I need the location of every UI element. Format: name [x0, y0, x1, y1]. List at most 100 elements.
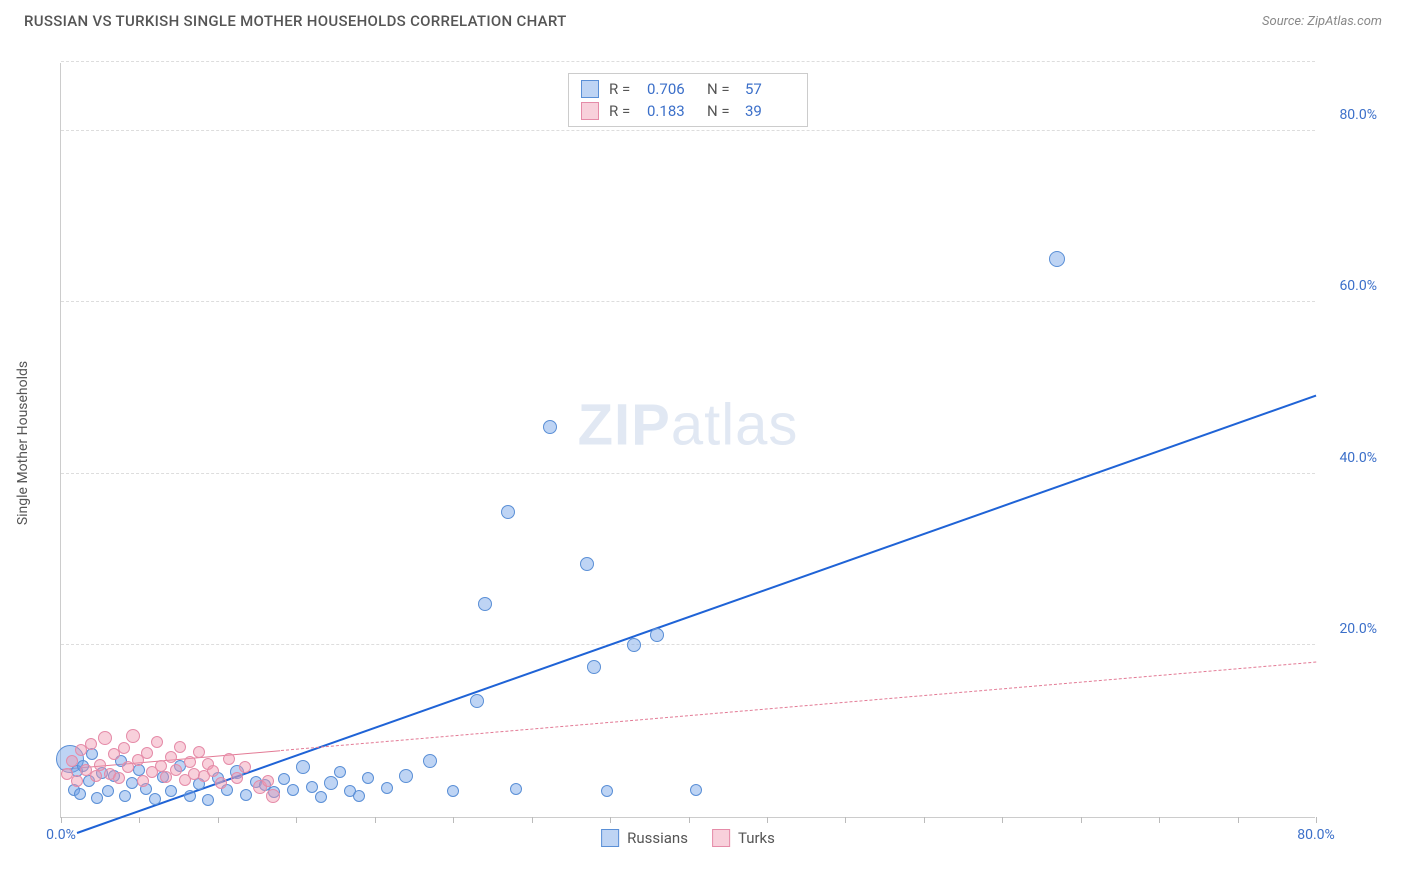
data-point-russians: [287, 784, 299, 796]
data-point-turks: [137, 775, 149, 787]
watermark-zip: ZIP: [578, 392, 671, 457]
data-point-turks: [98, 731, 112, 745]
x-tick: [1002, 817, 1003, 823]
stat-r-label: R =: [609, 102, 637, 120]
x-tick: [1159, 817, 1160, 823]
data-point-russians: [690, 784, 702, 796]
data-point-russians: [650, 628, 664, 642]
y-tick-label: 20.0%: [1339, 621, 1377, 637]
data-point-turks: [126, 729, 140, 743]
data-point-turks: [71, 775, 83, 787]
data-point-russians: [240, 789, 252, 801]
x-tick-label: 0.0%: [46, 827, 76, 843]
data-point-russians: [315, 791, 327, 803]
x-tick: [924, 817, 925, 823]
data-point-russians: [184, 790, 196, 802]
data-point-turks: [262, 775, 274, 787]
data-point-turks: [223, 753, 235, 765]
data-point-russians: [399, 769, 413, 783]
data-point-turks: [239, 761, 251, 773]
y-tick-label: 80.0%: [1339, 107, 1377, 123]
x-tick: [453, 817, 454, 823]
stat-r-value: 0.706: [647, 80, 697, 98]
data-point-turks: [66, 755, 78, 767]
data-point-turks: [170, 764, 182, 776]
data-point-russians: [353, 790, 365, 802]
x-tick: [1081, 817, 1082, 823]
stat-n-label: N =: [707, 80, 735, 98]
chart-area: Single Mother Households ZIPatlas 20.0%4…: [45, 55, 1380, 830]
data-point-russians: [587, 660, 601, 674]
x-tick: [1316, 817, 1317, 823]
data-point-russians: [362, 772, 374, 784]
data-point-turks: [141, 747, 153, 759]
data-point-russians: [580, 557, 594, 571]
data-point-russians: [91, 792, 103, 804]
stats-row-russians: R = 0.706 N = 57: [577, 78, 799, 100]
legend-label: Turks: [738, 829, 775, 847]
data-point-russians: [470, 694, 484, 708]
data-point-russians: [447, 785, 459, 797]
data-point-russians: [1049, 251, 1065, 267]
data-point-russians: [543, 420, 557, 434]
data-point-turks: [207, 765, 219, 777]
data-point-turks: [193, 746, 205, 758]
data-point-russians: [478, 597, 492, 611]
x-tick: [296, 817, 297, 823]
watermark: ZIPatlas: [578, 391, 799, 458]
data-point-russians: [324, 776, 338, 790]
data-point-turks: [85, 738, 97, 750]
x-tick: [767, 817, 768, 823]
y-tick-label: 40.0%: [1339, 450, 1377, 466]
stat-r-value: 0.183: [647, 102, 697, 120]
gridline: [61, 644, 1315, 645]
data-point-russians: [74, 788, 86, 800]
watermark-atlas: atlas: [671, 392, 799, 457]
x-tick: [61, 817, 62, 823]
y-tick-label: 60.0%: [1339, 278, 1377, 294]
x-tick: [139, 817, 140, 823]
stats-row-turks: R =0.183N =39: [577, 100, 799, 122]
stat-n-label: N =: [707, 102, 735, 120]
data-point-russians: [423, 754, 437, 768]
stat-r-label: R =: [609, 80, 637, 98]
stats-legend: R =0.706N =57R =0.183N =39: [568, 73, 808, 127]
data-point-turks: [266, 789, 280, 803]
swatch-icon: [712, 829, 730, 847]
stat-n-value: 57: [745, 80, 795, 98]
data-point-russians: [278, 773, 290, 785]
x-tick: [1238, 817, 1239, 823]
x-tick-label: 80.0%: [1297, 827, 1335, 843]
data-point-turks: [90, 770, 102, 782]
swatch-icon: [601, 829, 619, 847]
legend-item: Russians: [601, 829, 688, 847]
data-point-russians: [102, 785, 114, 797]
data-point-turks: [118, 742, 130, 754]
data-point-russians: [165, 785, 177, 797]
data-point-russians: [306, 781, 318, 793]
data-point-russians: [627, 638, 641, 652]
data-point-russians: [149, 793, 161, 805]
gridline: [61, 473, 1315, 474]
data-point-russians: [501, 505, 515, 519]
data-point-russians: [334, 766, 346, 778]
data-point-russians: [202, 794, 214, 806]
gridline: [61, 130, 1315, 131]
trendline-russians: [76, 395, 1316, 834]
data-point-russians: [381, 782, 393, 794]
x-tick: [375, 817, 376, 823]
data-point-turks: [113, 772, 125, 784]
y-axis-label: Single Mother Households: [15, 360, 31, 524]
chart-header: RUSSIAN VS TURKISH SINGLE MOTHER HOUSEHO…: [0, 0, 1406, 38]
scatter-plot: ZIPatlas 20.0%40.0%60.0%80.0%0.0%80.0%R …: [60, 63, 1315, 818]
data-point-russians: [601, 785, 613, 797]
x-tick: [218, 817, 219, 823]
chart-title: RUSSIAN VS TURKISH SINGLE MOTHER HOUSEHO…: [24, 12, 567, 30]
legend-item: Turks: [712, 829, 775, 847]
data-point-russians: [119, 790, 131, 802]
data-point-turks: [174, 741, 186, 753]
data-point-turks: [231, 772, 243, 784]
x-tick: [610, 817, 611, 823]
data-point-russians: [296, 760, 310, 774]
data-point-turks: [215, 777, 227, 789]
